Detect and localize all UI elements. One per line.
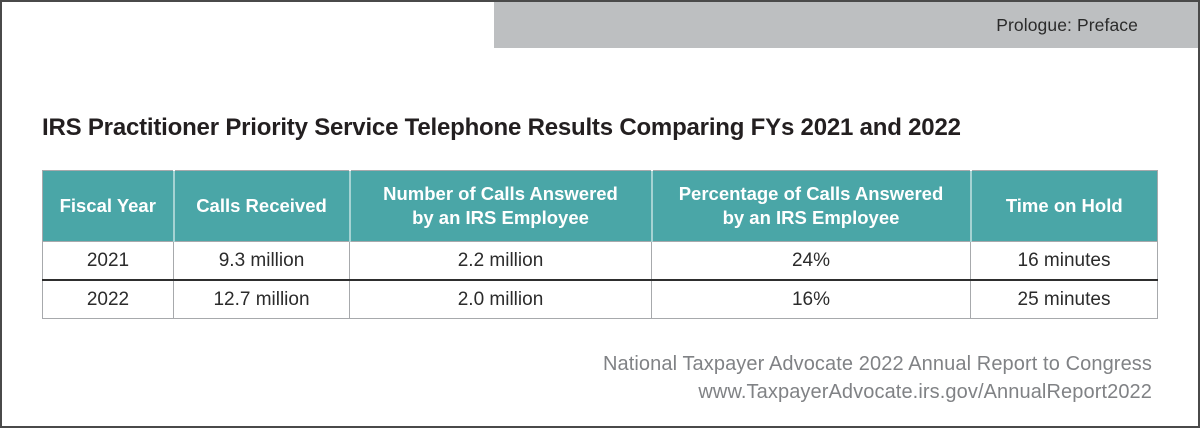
- cell-fy2021-calls-received: 9.3 million: [173, 241, 350, 281]
- section-tab-label: Prologue: Preface: [996, 14, 1138, 35]
- cell-fy2021-fiscal-year: 2021: [42, 241, 174, 281]
- cell-fy2022-percentage-answered: 16%: [651, 280, 971, 319]
- table-header-row: Fiscal Year Calls Received Number of Cal…: [42, 170, 1158, 242]
- column-header-calls-answered: Number of Calls Answered by an IRS Emplo…: [349, 170, 653, 242]
- source-line-url: www.TaxpayerAdvocate.irs.gov/AnnualRepor…: [698, 381, 1152, 403]
- column-header-time-on-hold: Time on Hold: [970, 170, 1158, 242]
- section-tab: Prologue: Preface: [494, 2, 1198, 48]
- cell-fy2021-calls-answered: 2.2 million: [349, 241, 652, 281]
- column-header-percentage-answered: Percentage of Calls Answered by an IRS E…: [651, 170, 972, 242]
- page-title: IRS Practitioner Priority Service Teleph…: [42, 114, 961, 142]
- cell-fy2022-time-on-hold: 25 minutes: [970, 280, 1158, 319]
- cell-fy2022-calls-answered: 2.0 million: [349, 280, 652, 319]
- cell-fy2021-time-on-hold: 16 minutes: [970, 241, 1158, 281]
- results-table: Fiscal Year Calls Received Number of Cal…: [42, 170, 1158, 319]
- column-header-calls-received: Calls Received: [173, 170, 351, 242]
- column-header-fiscal-year: Fiscal Year: [42, 170, 175, 242]
- cell-fy2022-fiscal-year: 2022: [42, 280, 174, 319]
- source-attribution: National Taxpayer Advocate 2022 Annual R…: [603, 350, 1152, 406]
- cell-fy2021-percentage-answered: 24%: [651, 241, 971, 281]
- table-row-fy2021: 2021 9.3 million 2.2 million 24% 16 minu…: [42, 241, 1158, 281]
- source-line-report: National Taxpayer Advocate 2022 Annual R…: [602, 353, 1152, 375]
- cell-fy2022-calls-received: 12.7 million: [173, 280, 350, 319]
- table-row-fy2022: 2022 12.7 million 2.0 million 16% 25 min…: [42, 280, 1158, 319]
